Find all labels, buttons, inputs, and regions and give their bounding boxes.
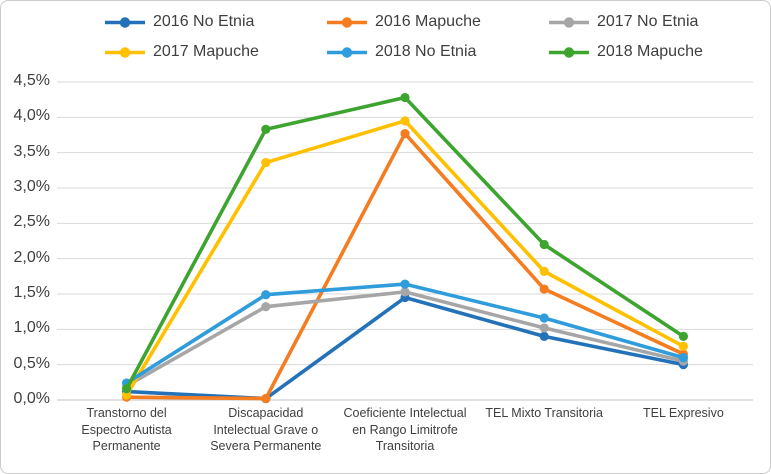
y-tick-label: 4,0% [13,107,50,125]
legend-marker-icon [327,16,367,28]
y-tick-label: 1,5% [13,284,50,301]
legend-label: 2017 No Etnia [597,13,699,30]
data-point-2017-no-etnia [400,287,410,297]
x-category-label: TEL Mixto Transitoria [485,406,603,420]
data-point-2018-mapuche [539,239,549,250]
data-point-2018-mapuche [122,384,132,394]
data-point-2018-no-etnia [261,290,271,300]
data-point-2018-mapuche [678,331,689,341]
legend-item-2017-no-etnia: 2017 No Etnia [548,9,770,35]
legend-label: 2018 Mapuche [597,43,703,60]
data-point-2017-no-etnia [539,323,549,333]
y-tick-label: 0,5% [13,354,50,372]
data-point-2016-mapuche [539,284,549,294]
legend-label: 2016 No Etnia [153,13,255,30]
data-point-2018-mapuche [400,92,410,103]
series-line-2016-no-etnia [124,295,686,401]
y-tick-label: 3,0% [13,178,50,195]
x-category-label: Discapacidad Intelectual Grave o Severa … [210,406,322,453]
legend-marker-icon [549,46,589,58]
legend-label: 2018 No Etnia [375,43,477,60]
series-line-2017-mapuche [124,119,686,397]
legend-marker-icon [327,46,367,58]
data-point-2017-mapuche [261,157,271,168]
legend-marker-icon [105,16,145,28]
data-point-2016-mapuche [400,128,410,139]
y-tick-label: 2,0% [13,248,50,266]
series-line-2018-mapuche [124,95,686,391]
y-tick-label: 4,5% [13,72,50,89]
data-point-2017-no-etnia [261,302,271,312]
legend-marker-icon [105,46,145,58]
data-point-2017-mapuche [539,266,549,276]
x-category-label: Coeficiente Intelectual en Rango Limitro… [343,406,467,453]
legend-label: 2017 Mapuche [153,43,259,60]
data-point-2017-mapuche [122,390,132,400]
x-category-label: TEL Expresivo [642,406,724,420]
data-point-2017-mapuche [678,341,689,351]
y-tick-label: 3,5% [13,142,50,160]
data-point-2018-no-etnia [678,353,689,363]
data-point-2017-mapuche [400,116,410,126]
legend-item-2016-mapuche: 2016 Mapuche [326,9,548,35]
y-tick-label: 1,0% [13,319,50,337]
y-tick-label: 2,5% [13,213,50,231]
legend-item-2018-no-etnia: 2018 No Etnia [326,39,548,65]
y-tick-label: 0,0% [13,390,50,407]
series-line-2016-mapuche [124,131,686,401]
data-point-2018-no-etnia [400,279,410,289]
data-point-2018-mapuche [261,124,271,134]
legend-item-2017-mapuche: 2017 Mapuche [104,39,326,65]
chart-legend: 2016 No Etnia 2016 Mapuche 2017 No Etnia 20… [104,9,770,65]
legend-marker-icon [549,16,589,28]
legend-item-2018-mapuche: 2018 Mapuche [548,39,770,65]
x-category-label: Transtorno del Espectro Autista Permanen… [81,406,172,453]
data-point-2018-no-etnia [539,313,549,323]
legend-label: 2016 Mapuche [375,13,481,30]
legend-item-2016-no-etnia: 2016 No Etnia [104,9,326,35]
data-point-2016-no-etnia [539,331,549,341]
data-point-2016-mapuche [261,393,271,404]
series-line-2017-no-etnia [124,290,686,388]
